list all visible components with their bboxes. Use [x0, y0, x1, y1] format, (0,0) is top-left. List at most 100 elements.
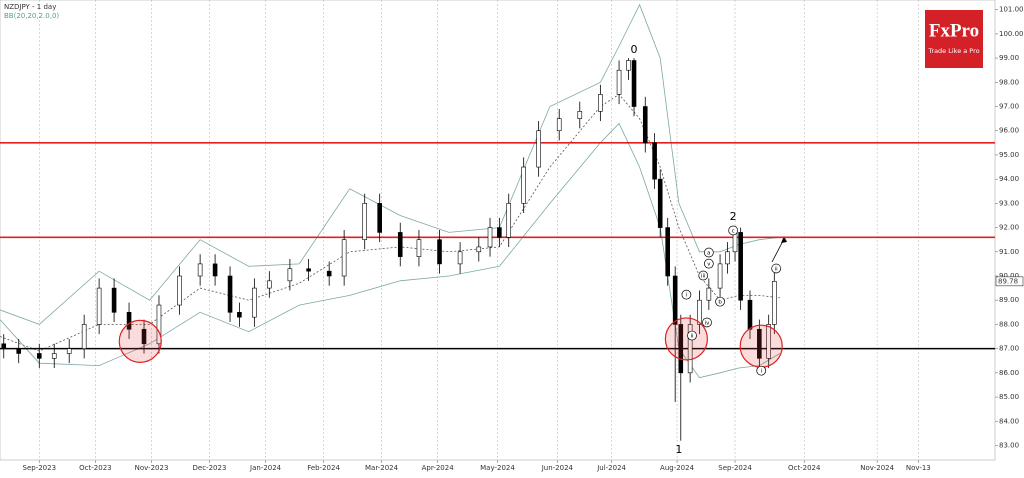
- wave-label: 0: [631, 43, 638, 56]
- band-line: [0, 122, 781, 379]
- y-tick-label: 83.00: [999, 441, 1019, 449]
- candle-body: [156, 304, 162, 345]
- y-tick-label: 100.00: [999, 30, 1024, 38]
- candle-body: [616, 69, 622, 95]
- candle-body: [267, 280, 272, 289]
- x-tick-label: Nov-2023: [135, 464, 169, 472]
- wave-label: ii: [775, 266, 779, 272]
- wave-label: v: [707, 262, 711, 268]
- candle-body: [36, 353, 42, 359]
- candle-body: [177, 275, 182, 306]
- x-tick-label: Jun-2024: [541, 464, 574, 472]
- x-tick-label: Sep-2024: [718, 464, 752, 472]
- candle-body: [397, 232, 403, 257]
- wave-label: ii: [690, 334, 694, 340]
- candle-body: [377, 203, 382, 233]
- candle-body: [747, 299, 753, 330]
- y-tick-label: 99.00: [999, 54, 1019, 62]
- candle-body: [631, 60, 637, 107]
- candle-body: [665, 227, 670, 277]
- candle-body: [141, 328, 147, 345]
- y-tick-label: 94.00: [999, 175, 1019, 183]
- candle-body: [687, 324, 693, 374]
- candle-body: [66, 348, 72, 354]
- x-tick-label: Dec-2023: [193, 464, 227, 472]
- highlight-circle: [118, 319, 162, 363]
- candle-body: [725, 251, 730, 265]
- candle-body: [16, 348, 22, 354]
- y-tick-label: 87.00: [999, 345, 1019, 353]
- candle-body: [672, 275, 678, 325]
- candle-body: [287, 268, 293, 282]
- y-tick-label: 92.00: [999, 224, 1019, 232]
- candle-body: [341, 239, 347, 277]
- candle-body: [197, 263, 203, 277]
- candle-body: [678, 324, 684, 374]
- candle-body: [697, 299, 702, 325]
- wave-label: i: [686, 293, 688, 299]
- candle-body: [306, 268, 311, 272]
- chart-title: NZDJPY - 1 day: [4, 3, 56, 11]
- candle-body: [732, 232, 738, 253]
- wave-circle: [681, 289, 692, 300]
- candle-body: [487, 227, 493, 248]
- x-tick-label: Jul-2024: [596, 464, 626, 472]
- wave-circle: [756, 365, 767, 376]
- x-tick-label: Mar-2024: [365, 464, 399, 472]
- wave-label: i: [760, 369, 762, 375]
- x-tick-label: Sep-2023: [23, 464, 57, 472]
- candle-body: [766, 324, 771, 359]
- candle-body: [626, 60, 631, 71]
- candle-body: [111, 287, 117, 313]
- candle-body: [757, 328, 762, 359]
- indicator-label: BB(20,20,2.0,0): [4, 12, 59, 20]
- x-tick-label: Oct-2023: [79, 464, 111, 472]
- x-tick-label: Aug-2024: [660, 464, 695, 472]
- wave-circle: [687, 330, 697, 341]
- wave-circle: [702, 317, 712, 328]
- candle-body: [476, 246, 482, 253]
- wave-circle: [715, 296, 725, 307]
- y-tick-label: 88.00: [999, 320, 1019, 328]
- x-tick-label: Oct-2024: [788, 464, 821, 472]
- wave-label: c: [732, 228, 735, 234]
- wave-circle: [703, 247, 714, 258]
- y-tick-label: 96.00: [999, 127, 1019, 135]
- x-tick-label: Nov-2024: [860, 464, 894, 472]
- candle-body: [1, 343, 7, 349]
- candle-body: [326, 270, 332, 277]
- wave-label: iv: [705, 320, 711, 326]
- candle-body: [521, 166, 526, 204]
- candle-body: [81, 324, 87, 349]
- y-tick-label: 95.00: [999, 151, 1019, 159]
- candle-body: [706, 287, 712, 301]
- logo-title: FxPro: [929, 20, 979, 41]
- highlight-circle: [664, 317, 709, 361]
- wave-label: 2: [730, 210, 737, 223]
- candle-body: [738, 232, 743, 301]
- candle-body: [577, 111, 583, 119]
- y-tick-label: 85.00: [999, 393, 1019, 401]
- logo-box: [925, 10, 983, 68]
- arrow-head: [781, 236, 787, 243]
- y-tick-label: 97.00: [999, 103, 1019, 111]
- x-tick-label: Nov-13: [906, 464, 931, 472]
- candle-body: [506, 203, 512, 238]
- candle-body: [772, 281, 777, 325]
- wave-circle: [703, 258, 714, 269]
- y-tick-label: 93.00: [999, 199, 1019, 207]
- highlight-circle: [739, 324, 783, 368]
- candle-body: [437, 239, 442, 265]
- y-tick-label: 89.00: [999, 296, 1019, 304]
- y-tick-label: 98.00: [999, 78, 1019, 86]
- candle-body: [536, 130, 541, 168]
- candle-body: [237, 312, 242, 318]
- candle-body: [657, 178, 663, 228]
- wave-circle: [771, 263, 782, 274]
- x-tick-label: Feb-2024: [307, 464, 340, 472]
- wave-label: iii: [701, 274, 706, 280]
- y-tick-label: 90.00: [999, 272, 1019, 280]
- candle-body: [556, 118, 562, 132]
